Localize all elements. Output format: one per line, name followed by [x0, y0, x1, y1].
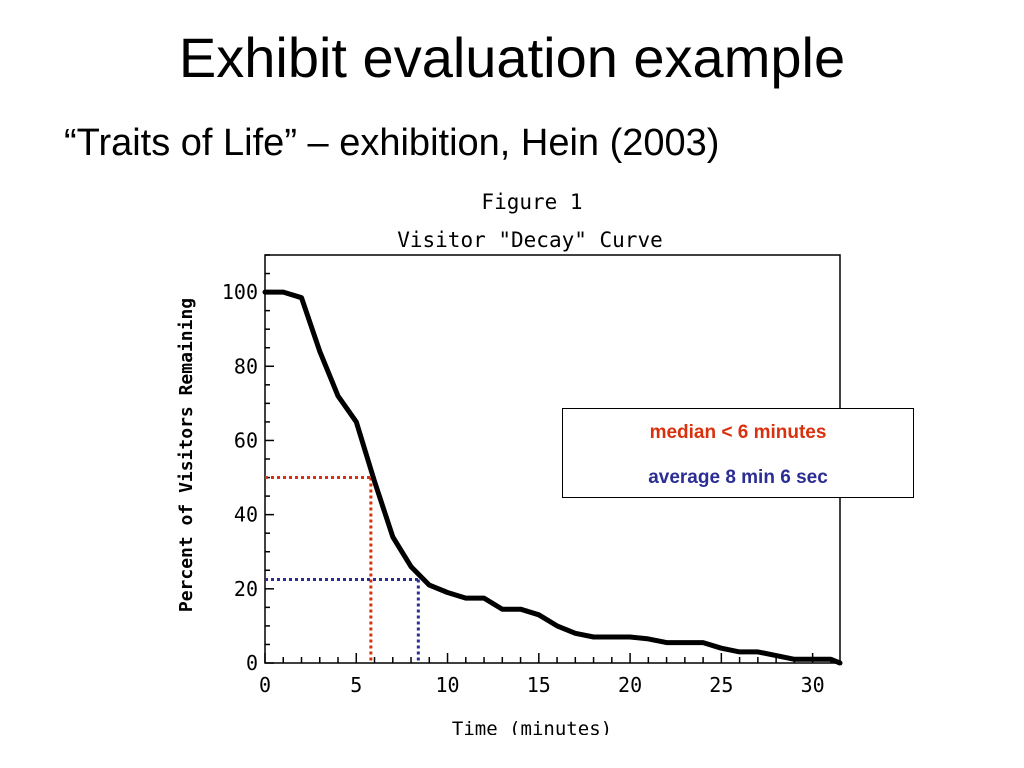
- figure-subtitle: Visitor "Decay" Curve: [397, 228, 663, 252]
- y-axis-label: Percent of Visitors Remaining: [176, 298, 197, 612]
- x-tick-label: 10: [435, 673, 459, 697]
- median-label: median < 6 minutes: [649, 422, 827, 443]
- y-tick-label: 100: [222, 280, 258, 304]
- y-tick-label: 60: [234, 428, 258, 452]
- slide-title: Exhibit evaluation example: [178, 26, 846, 89]
- x-tick-label: 25: [709, 673, 733, 697]
- y-tick-label: 80: [234, 354, 258, 378]
- x-tick-label: 30: [801, 673, 825, 697]
- x-tick-label: 5: [350, 673, 362, 697]
- decay-curve-line: [262, 289, 843, 666]
- x-axis-label: Time (minutes): [452, 718, 612, 735]
- figure-title: Figure 1: [481, 190, 582, 214]
- x-tick-label: 15: [527, 673, 551, 697]
- y-tick-label: 0: [246, 651, 258, 675]
- x-tick-label: 0: [259, 673, 271, 697]
- x-tick-label: 20: [618, 673, 642, 697]
- slide-subtitle: “Traits of Life” – exhibition, Hein (200…: [64, 122, 720, 164]
- y-tick-label: 20: [234, 577, 258, 601]
- average-label: average 8 min 6 sec: [648, 467, 828, 488]
- decay-curve-chart: Figure 1 Visitor "Decay" Curve Percent o…: [176, 190, 843, 735]
- y-tick-label: 40: [234, 503, 258, 527]
- median-reference-lines: [265, 476, 373, 663]
- stats-callout-box: median < 6 minutes average 8 min 6 sec: [562, 408, 914, 498]
- average-reference-lines: [265, 578, 420, 663]
